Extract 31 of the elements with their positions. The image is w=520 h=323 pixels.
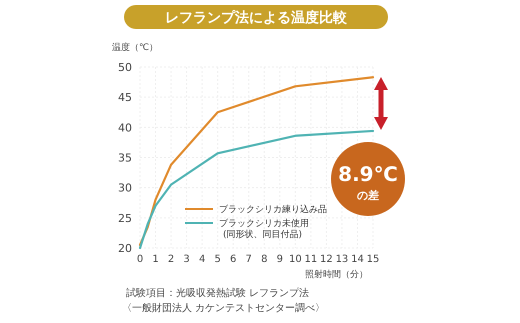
x-tick-label: 15 (366, 254, 380, 265)
x-tick-label: 3 (183, 254, 190, 265)
y-tick-label: 45 (118, 91, 132, 104)
y-tick-label: 35 (118, 152, 132, 164)
annotation: 8.9℃ の差 (338, 162, 398, 202)
x-tick-label: 14 (351, 254, 364, 265)
chart-title: レフランプ法による温度比較 (165, 9, 348, 26)
x-axis-title: 照射時間（分） (305, 269, 368, 280)
x-tick-label: 10 (288, 254, 302, 265)
y-tick-label: 20 (118, 242, 132, 255)
legend-label: ブラックシリカ未使用 (同形状、同目付品) (219, 218, 309, 240)
x-tick-label: 12 (320, 254, 333, 265)
y-tick-label: 40 (118, 121, 132, 134)
x-tick-label: 7 (246, 254, 252, 265)
y-tick-label: 25 (118, 212, 132, 225)
x-tick-label: 2 (168, 254, 174, 265)
x-tick-label: 9 (276, 254, 283, 265)
legend-label: ブラックシリカ練り込み品 (219, 204, 327, 215)
x-tick-label: 6 (230, 254, 236, 265)
x-tick-label: 4 (198, 254, 206, 265)
x-tick-label: 0 (136, 254, 144, 265)
x-tick-label: 8 (261, 254, 268, 265)
y-tick-label: 30 (118, 182, 132, 195)
x-tick-label: 11 (304, 254, 318, 265)
text: 試験項目：光吸収発熱試験 レフランプ法 (126, 287, 310, 299)
text: 〈一般財団法人 カケンテストセンター調べ〉 (122, 302, 326, 314)
x-tick-label: 5 (214, 254, 221, 265)
y-tick-label: 50 (118, 61, 132, 74)
x-tick-label: 13 (336, 254, 348, 265)
y-axis-title: 温度（℃） (112, 42, 158, 53)
x-tick-label: 1 (152, 254, 159, 265)
